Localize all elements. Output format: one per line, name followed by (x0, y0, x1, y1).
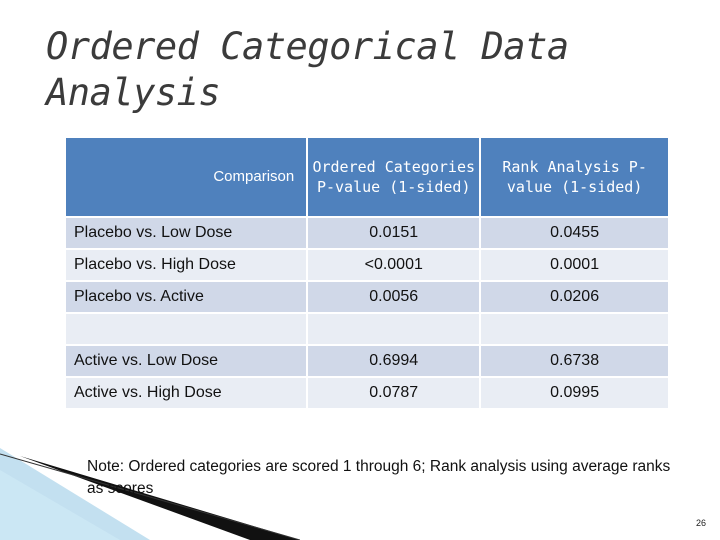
table-row: Placebo vs. Low Dose 0.0151 0.0455 (66, 218, 668, 248)
rank-p-value-cell: 0.0206 (481, 282, 668, 312)
corner-decoration (0, 448, 300, 540)
ordered-p-value-cell: 0.6994 (308, 346, 480, 376)
ordered-p-value-cell: 0.0787 (308, 378, 480, 408)
table-row: Placebo vs. High Dose <0.0001 0.0001 (66, 250, 668, 280)
table-row: Active vs. High Dose 0.0787 0.0995 (66, 378, 668, 408)
ordered-p-value-cell (308, 314, 480, 344)
decoration-dark-stroke (20, 456, 300, 540)
table-row: Placebo vs. Active 0.0056 0.0206 (66, 282, 668, 312)
slide-title: Ordered Categorical Data Analysis (46, 25, 569, 114)
rank-p-value-cell: 0.0001 (481, 250, 668, 280)
ordered-p-value-cell: 0.0151 (308, 218, 480, 248)
rank-p-value-cell (481, 314, 668, 344)
rank-p-value-cell: 0.0995 (481, 378, 668, 408)
table-row: Active vs. Low Dose 0.6994 0.6738 (66, 346, 668, 376)
footnote: Note: Ordered categories are scored 1 th… (87, 458, 671, 497)
table-row-spacer (66, 314, 668, 344)
comparison-cell: Placebo vs. Active (66, 282, 307, 312)
decoration-thin-line (0, 453, 300, 540)
table-header-row: Comparison Ordered Categories P-value (1… (66, 138, 668, 216)
page-number: 26 (695, 518, 706, 528)
ordered-p-value-cell: 0.0056 (308, 282, 480, 312)
header-ordered-categories-p-value: Ordered Categories P-value (1-sided) (308, 138, 480, 216)
header-rank-analysis-p-value: Rank Analysis P-value (1-sided) (481, 138, 668, 216)
comparison-cell: Active vs. High Dose (66, 378, 307, 408)
comparison-cell: Placebo vs. High Dose (66, 250, 307, 280)
comparison-cell: Active vs. Low Dose (66, 346, 307, 376)
results-table: Comparison Ordered Categories P-value (1… (64, 136, 670, 410)
rank-p-value-cell: 0.0455 (481, 218, 668, 248)
decoration-light-wedge-inner (0, 470, 120, 540)
header-comparison: Comparison (66, 138, 307, 216)
ordered-p-value-cell: <0.0001 (308, 250, 480, 280)
comparison-cell (66, 314, 307, 344)
rank-p-value-cell: 0.6738 (481, 346, 668, 376)
comparison-cell: Placebo vs. Low Dose (66, 218, 307, 248)
